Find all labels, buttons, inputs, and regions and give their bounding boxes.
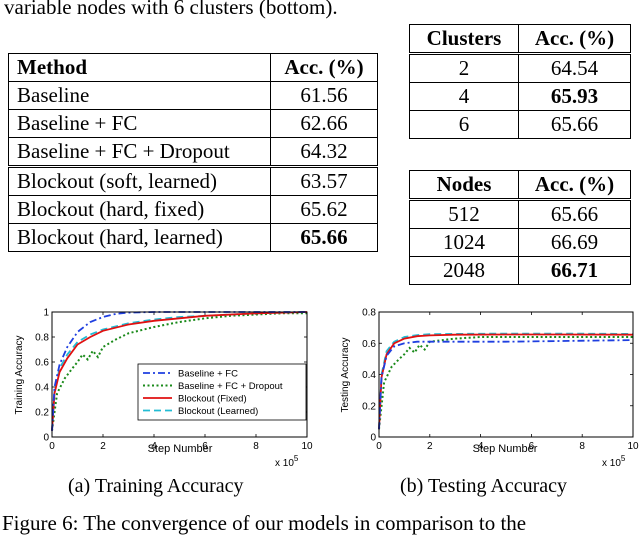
nodes-table-header: Nodes Acc. (%) <box>409 170 631 200</box>
legend-label: Blockout (Learned) <box>178 406 258 417</box>
x-tick-label: 8 <box>579 441 585 452</box>
acc-cell: 65.66 <box>518 198 631 229</box>
method-cell: Blockout (soft, learned) <box>8 165 271 196</box>
acc-cell-best: 65.93 <box>518 82 631 111</box>
x-tick-label: 10 <box>627 441 639 452</box>
acc-cell: 64.32 <box>270 137 378 167</box>
acc-cell: 65.62 <box>270 195 378 224</box>
clusters-table: Clusters Acc. (%) 2 64.54 4 65.93 6 65.6… <box>409 24 631 139</box>
legend-label: Baseline + FC <box>178 369 238 380</box>
series-line <box>51 311 307 431</box>
acc-cell: 62.66 <box>270 109 378 138</box>
method-cell: Baseline <box>8 81 271 110</box>
method-table: Method Acc. (%) Baseline 61.56 Baseline … <box>8 53 378 252</box>
clusters-cell: 2 <box>409 52 519 83</box>
table-row: Baseline + FC + Dropout 64.32 <box>8 137 378 167</box>
table-row: Baseline + FC 62.66 <box>8 109 378 138</box>
testing-accuracy-chart: 0 2 4 6 8 10 0 0.2 0.4 0.6 0.8 Testing Accuracy St… <box>340 308 639 470</box>
series-line <box>378 336 633 430</box>
nodes-cell: 2048 <box>409 256 519 285</box>
table-row: 1024 66.69 <box>409 228 631 257</box>
testing-y-axis-label: Testing Accuracy <box>340 337 351 412</box>
method-cell: Baseline + FC <box>8 109 271 138</box>
top-text-fragment: variable nodes with 6 clusters (bottom). <box>4 0 338 19</box>
method-cell: Blockout (hard, learned) <box>8 223 271 252</box>
table-row: Blockout (hard, learned) 65.66 <box>8 223 378 252</box>
x-tick-label: 4 <box>151 441 157 452</box>
figure-caption-fragment: Figure 6: The convergence of our models … <box>2 511 527 535</box>
series-line <box>378 333 634 430</box>
method-cell: Blockout (hard, fixed) <box>8 195 271 224</box>
acc-cell-best: 66.71 <box>518 256 631 285</box>
x-tick-label: 8 <box>253 441 259 452</box>
method-cell: Baseline + FC + Dropout <box>8 137 271 167</box>
legend-label: Blockout (Fixed) <box>178 394 247 405</box>
header-acc: Acc. (%) <box>518 24 631 54</box>
y-tick-label: 0.2 <box>362 401 376 412</box>
acc-cell: 61.56 <box>270 81 378 110</box>
table-row: Blockout (hard, fixed) 65.62 <box>8 195 378 224</box>
table-row: 2048 66.71 <box>409 256 631 285</box>
x-tick-label: 2 <box>100 441 106 452</box>
training-x-multiplier: x 105 <box>275 454 299 469</box>
header-acc: Acc. (%) <box>270 53 378 82</box>
series-line <box>51 311 308 431</box>
clusters-table-header: Clusters Acc. (%) <box>409 24 631 54</box>
header-method: Method <box>8 53 271 82</box>
table-row: 4 65.93 <box>409 82 631 111</box>
clusters-cell: 4 <box>409 82 519 111</box>
x-tick-label: 0 <box>376 441 382 452</box>
nodes-cell: 512 <box>409 198 519 229</box>
x-tick-label: 4 <box>478 441 484 452</box>
header-acc: Acc. (%) <box>518 170 631 200</box>
y-tick-label: 0.8 <box>35 333 49 344</box>
training-caption: (a) Training Accuracy <box>68 475 244 497</box>
y-tick-label: 0 <box>370 433 376 444</box>
series-line <box>51 312 307 431</box>
training-x-axis-label: Step Number <box>148 443 213 455</box>
y-tick-label: 0.6 <box>35 358 49 369</box>
nodes-table: Nodes Acc. (%) 512 65.66 1024 66.69 2048… <box>409 170 631 285</box>
y-tick-label: 0.6 <box>362 339 376 350</box>
acc-cell: 65.66 <box>518 110 631 139</box>
table-row: 6 65.66 <box>409 110 631 139</box>
y-tick-label: 0.4 <box>35 383 49 394</box>
table-row: Blockout (soft, learned) 63.57 <box>8 165 378 196</box>
method-table-header: Method Acc. (%) <box>8 53 378 82</box>
y-tick-label: 0.4 <box>362 370 376 381</box>
testing-x-multiplier: x 105 <box>602 454 626 469</box>
y-tick-label: 1 <box>43 308 49 319</box>
series-line <box>378 332 634 430</box>
nodes-cell: 1024 <box>409 228 519 257</box>
x-tick-label: 0 <box>49 441 55 452</box>
acc-cell: 63.57 <box>270 165 378 196</box>
table-row: 512 65.66 <box>409 198 631 229</box>
table-row: 2 64.54 <box>409 52 631 83</box>
training-y-axis-label: Training Accuracy <box>14 335 25 414</box>
acc-cell: 64.54 <box>518 52 631 83</box>
training-accuracy-chart: 0 2 4 6 8 10 0 0.2 0.4 0.6 0.8 1 Baseline + FCBasel… <box>14 308 313 470</box>
x-tick-label: 6 <box>202 441 208 452</box>
x-tick-label: 2 <box>427 441 433 452</box>
clusters-cell: 6 <box>409 110 519 139</box>
acc-cell: 66.69 <box>518 228 631 257</box>
y-tick-label: 0 <box>43 433 49 444</box>
x-tick-label: 6 <box>529 441 535 452</box>
table-row: Baseline 61.56 <box>8 81 378 110</box>
y-tick-label: 0.2 <box>35 408 49 419</box>
y-tick-label: 0.8 <box>362 308 376 319</box>
legend-label: Baseline + FC + Dropout <box>178 381 283 392</box>
x-tick-label: 10 <box>301 441 313 452</box>
acc-cell-best: 65.66 <box>270 223 378 252</box>
testing-x-axis-label: Step Number <box>473 443 538 455</box>
series-line <box>378 339 634 430</box>
header-clusters: Clusters <box>409 24 519 54</box>
testing-caption: (b) Testing Accuracy <box>400 475 568 497</box>
header-nodes: Nodes <box>409 170 519 200</box>
